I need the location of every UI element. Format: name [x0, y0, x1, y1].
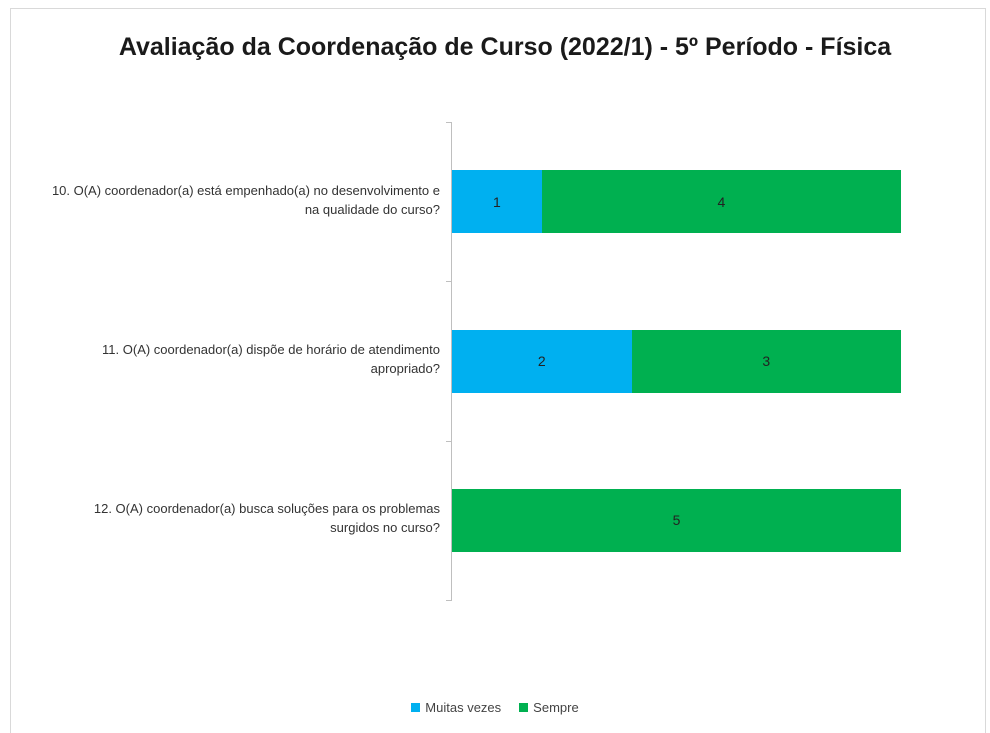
legend-item: Muitas vezes — [411, 700, 501, 715]
data-label: 4 — [717, 193, 726, 210]
category-label: 10. O(A) coordenador(a) está empenhado(a… — [51, 182, 440, 217]
bar-segment: 2 — [452, 329, 632, 393]
legend-swatch — [519, 703, 529, 712]
data-label: 1 — [493, 193, 501, 210]
category-axis — [451, 122, 452, 600]
axis-tick — [446, 122, 452, 123]
bar-segment: 3 — [631, 329, 901, 393]
chart-frame — [10, 8, 986, 733]
axis-tick — [446, 281, 452, 283]
category-label: 11. O(A) coordenador(a) dispõe de horári… — [102, 342, 440, 376]
legend-swatch — [411, 703, 421, 712]
legend-item: Sempre — [519, 700, 579, 715]
bar-segment: 1 — [452, 170, 542, 234]
data-label: 3 — [762, 353, 771, 369]
chart-title: Avaliação da Coordenação de Curso (2022/… — [118, 33, 892, 61]
legend-label: Sempre — [533, 700, 579, 715]
data-label: 5 — [672, 512, 681, 529]
bar-segment: 5 — [452, 488, 901, 552]
axis-tick — [446, 440, 452, 442]
data-label: 2 — [537, 353, 546, 369]
bar-segment: 4 — [541, 170, 901, 234]
axis-tick — [446, 600, 452, 601]
legend: Muitas vezes Sempre — [0, 700, 990, 715]
category-label: 12. O(A) coordenador(a) busca soluções p… — [93, 501, 440, 536]
legend-label: Muitas vezes — [425, 700, 502, 715]
